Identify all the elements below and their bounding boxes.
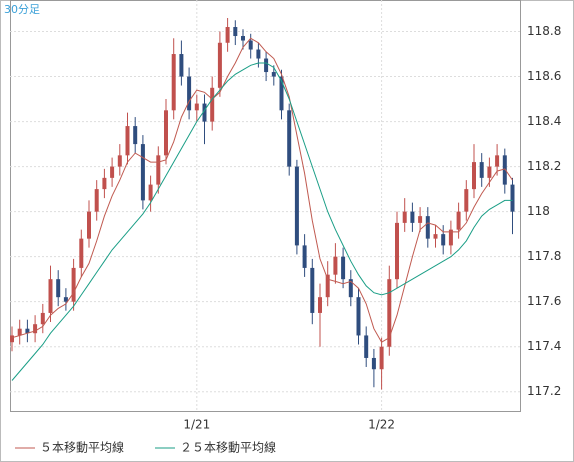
- candle-body: [395, 222, 399, 280]
- candle-body: [287, 110, 292, 167]
- candle-body: [117, 155, 122, 167]
- y-tick-label: 117.8: [527, 249, 561, 263]
- candle-body: [302, 245, 307, 268]
- candle-body: [318, 297, 322, 313]
- candle-body: [333, 256, 338, 275]
- candle-body: [156, 155, 161, 185]
- ma-line: [11, 62, 513, 381]
- candle-body: [10, 335, 14, 343]
- candle-body: [71, 267, 76, 302]
- candle-body: [410, 211, 415, 223]
- candle-body: [171, 54, 176, 111]
- candle-body: [310, 267, 315, 313]
- candle-body: [164, 110, 168, 156]
- candle-body: [502, 155, 507, 185]
- candle-body: [187, 76, 192, 111]
- candle-body: [379, 346, 384, 370]
- candle-body: [194, 103, 199, 111]
- candle-body: [348, 279, 353, 298]
- candle-body: [63, 297, 68, 302]
- candle-body: [279, 76, 284, 111]
- candle-body: [87, 211, 91, 239]
- candle-body: [325, 274, 330, 298]
- candle-body: [110, 166, 115, 178]
- candle-body: [179, 54, 184, 77]
- candle-body: [17, 328, 22, 336]
- candle-body: [418, 216, 423, 223]
- candle-body: [210, 87, 215, 122]
- x-tick-label: 1/21: [183, 418, 210, 432]
- y-tick-label: 118: [527, 204, 550, 218]
- candle-body: [225, 27, 230, 43]
- legend-label: ２５本移動平均線: [180, 440, 276, 455]
- candle-body: [271, 72, 276, 77]
- chart-title: 30分足: [4, 3, 40, 16]
- candle-body: [495, 155, 500, 167]
- candle-body: [217, 42, 222, 88]
- candle-body: [433, 234, 438, 239]
- candle-body: [356, 297, 361, 336]
- candle-body: [448, 229, 453, 246]
- y-tick-label: 118.8: [527, 24, 561, 38]
- candle-body: [140, 144, 145, 201]
- candle-body: [402, 211, 407, 223]
- candle-body: [102, 177, 107, 190]
- candle-body: [456, 211, 461, 230]
- candle-body: [387, 279, 392, 347]
- candle-body: [256, 49, 261, 59]
- candle-body: [148, 184, 153, 201]
- candle-body: [479, 162, 484, 178]
- candle-body: [202, 103, 207, 122]
- candle-body: [441, 234, 446, 246]
- candle-body: [56, 279, 61, 298]
- y-tick-label: 118.2: [527, 159, 561, 173]
- candle-body: [33, 324, 38, 334]
- candle-body: [371, 357, 376, 370]
- y-tick-label: 117.2: [527, 384, 561, 398]
- candle-body: [79, 238, 84, 268]
- candle-body: [364, 335, 369, 358]
- legend-label: ５本移動平均線: [40, 440, 124, 455]
- candle-body: [487, 166, 492, 178]
- candle-body: [125, 126, 130, 156]
- y-tick-label: 118.6: [527, 69, 561, 83]
- candle-body: [241, 36, 245, 41]
- candle-body: [264, 58, 269, 73]
- candle-body: [341, 256, 346, 280]
- y-tick-label: 118.4: [527, 114, 561, 128]
- candle-body: [94, 189, 99, 212]
- candle-body: [472, 162, 476, 190]
- candle-body: [248, 40, 253, 50]
- candle-body: [133, 126, 138, 145]
- ma-line: [11, 37, 513, 343]
- x-tick-label: 1/22: [368, 418, 395, 432]
- y-tick-label: 117.4: [527, 339, 561, 353]
- candle-body: [425, 216, 430, 239]
- candle-body: [294, 166, 299, 246]
- candle-body: [510, 184, 515, 212]
- y-tick-label: 117.6: [527, 294, 561, 308]
- candle-body: [464, 189, 469, 212]
- candle-body: [233, 27, 238, 37]
- candle-body: [25, 328, 30, 334]
- candle-body: [48, 279, 53, 313]
- candle-body: [40, 312, 45, 325]
